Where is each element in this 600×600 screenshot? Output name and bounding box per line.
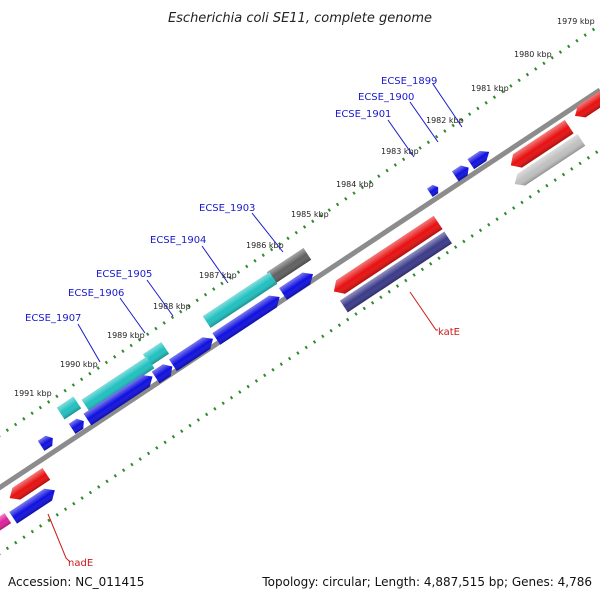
gene-feature[interactable]: [571, 90, 600, 122]
gene-feature[interactable]: [212, 291, 283, 345]
gene-feature[interactable]: [81, 356, 155, 412]
gene-feature[interactable]: [427, 183, 441, 197]
gene-shading: [574, 90, 600, 118]
kbp-label: 1987 kbp: [199, 271, 237, 280]
upper-callouts: ECSE_1899 ECSE_1900 ECSE_1901 ECSE_1903 …: [25, 76, 437, 324]
gene-shading: [0, 513, 12, 531]
gene-shading: [37, 435, 53, 451]
gene-feature[interactable]: [37, 433, 56, 451]
gene-feature[interactable]: [506, 120, 574, 172]
gene-shading: [212, 295, 280, 345]
gene-shading: [81, 356, 155, 412]
gene-shading: [151, 364, 173, 384]
gene-shading: [169, 337, 214, 372]
kbp-scale: 1979 kbp 1980 kbp 1981 kbp 1982 kbp 1983…: [14, 17, 595, 398]
kbp-label: 1983 kbp: [381, 147, 419, 156]
gene-callout-nade[interactable]: nadE: [68, 558, 93, 569]
gene-feature[interactable]: [202, 272, 278, 328]
gene-feature[interactable]: [169, 333, 217, 372]
gene-feature[interactable]: [6, 468, 51, 504]
kbp-label: 1991 kbp: [14, 389, 52, 398]
kbp-label: 1988 kbp: [153, 302, 191, 311]
gene-shading: [142, 342, 170, 366]
gene-shading: [202, 272, 278, 328]
gene-feature[interactable]: [511, 134, 586, 190]
gene-callout-ecse-1904[interactable]: ECSE_1904: [150, 235, 206, 246]
kbp-label: 1984 kbp: [336, 180, 374, 189]
gene-feature[interactable]: [329, 215, 443, 298]
kbp-label: 1981 kbp: [471, 84, 509, 93]
gene-feature[interactable]: [9, 484, 58, 524]
gene-feature[interactable]: [56, 396, 82, 420]
kbp-label: 1986 kbp: [246, 241, 284, 250]
kbp-label: 1989 kbp: [107, 331, 145, 340]
gene-shading: [333, 215, 443, 294]
gene-shading: [56, 396, 82, 420]
gene-feature[interactable]: [266, 248, 312, 284]
gene-callout-ecse-1907[interactable]: ECSE_1907: [25, 313, 81, 324]
upper-tick-track: [0, 23, 600, 437]
gene-feature[interactable]: [68, 416, 87, 434]
gene-shading: [340, 231, 452, 313]
gene-feature[interactable]: [0, 513, 12, 531]
gene-feature[interactable]: [151, 361, 176, 384]
gene-shading: [9, 468, 51, 500]
gene-callout-ecse-1901[interactable]: ECSE_1901: [335, 109, 391, 120]
gene-shading: [427, 184, 439, 197]
kbp-label: 1990 kbp: [60, 360, 98, 369]
gene-shading: [9, 488, 55, 524]
gene-callout-ecse-1900[interactable]: ECSE_1900: [358, 92, 414, 103]
gene-shading: [510, 120, 574, 168]
gene-feature[interactable]: [452, 163, 472, 182]
kbp-label: 1985 kbp: [291, 210, 329, 219]
gene-features: [0, 90, 600, 531]
map-title: Escherichia coli SE11, complete genome: [168, 11, 432, 26]
gene-shading: [467, 150, 490, 170]
kbp-label: 1982 kbp: [426, 116, 464, 125]
kbp-label: 1979 kbp: [557, 17, 595, 26]
lower-callout-leaders: [47, 291, 438, 563]
gene-shading: [279, 272, 314, 300]
gene-callout-kate[interactable]: katE: [438, 327, 460, 338]
gene-shading: [68, 418, 84, 434]
gene-shading: [266, 248, 312, 284]
gene-callout-ecse-1903[interactable]: ECSE_1903: [199, 203, 255, 214]
gene-shading: [452, 165, 469, 182]
gene-callout-ecse-1899[interactable]: ECSE_1899: [381, 76, 437, 87]
kbp-label: 1980 kbp: [514, 50, 552, 59]
gene-feature[interactable]: [340, 231, 452, 313]
gene-shading: [83, 375, 153, 426]
gene-feature[interactable]: [83, 371, 157, 426]
topology-text: Topology: circular; Length: 4,887,515 bp…: [261, 575, 592, 589]
gene-callout-ecse-1905[interactable]: ECSE_1905: [96, 269, 152, 280]
gene-feature[interactable]: [467, 147, 493, 170]
gene-shading: [514, 134, 586, 186]
accession-text: Accession: NC_011415: [8, 575, 144, 589]
gene-feature[interactable]: [279, 268, 317, 300]
gene-feature[interactable]: [142, 342, 170, 366]
gene-callout-ecse-1906[interactable]: ECSE_1906: [68, 288, 124, 299]
upper-callout-leaders: [77, 83, 463, 363]
